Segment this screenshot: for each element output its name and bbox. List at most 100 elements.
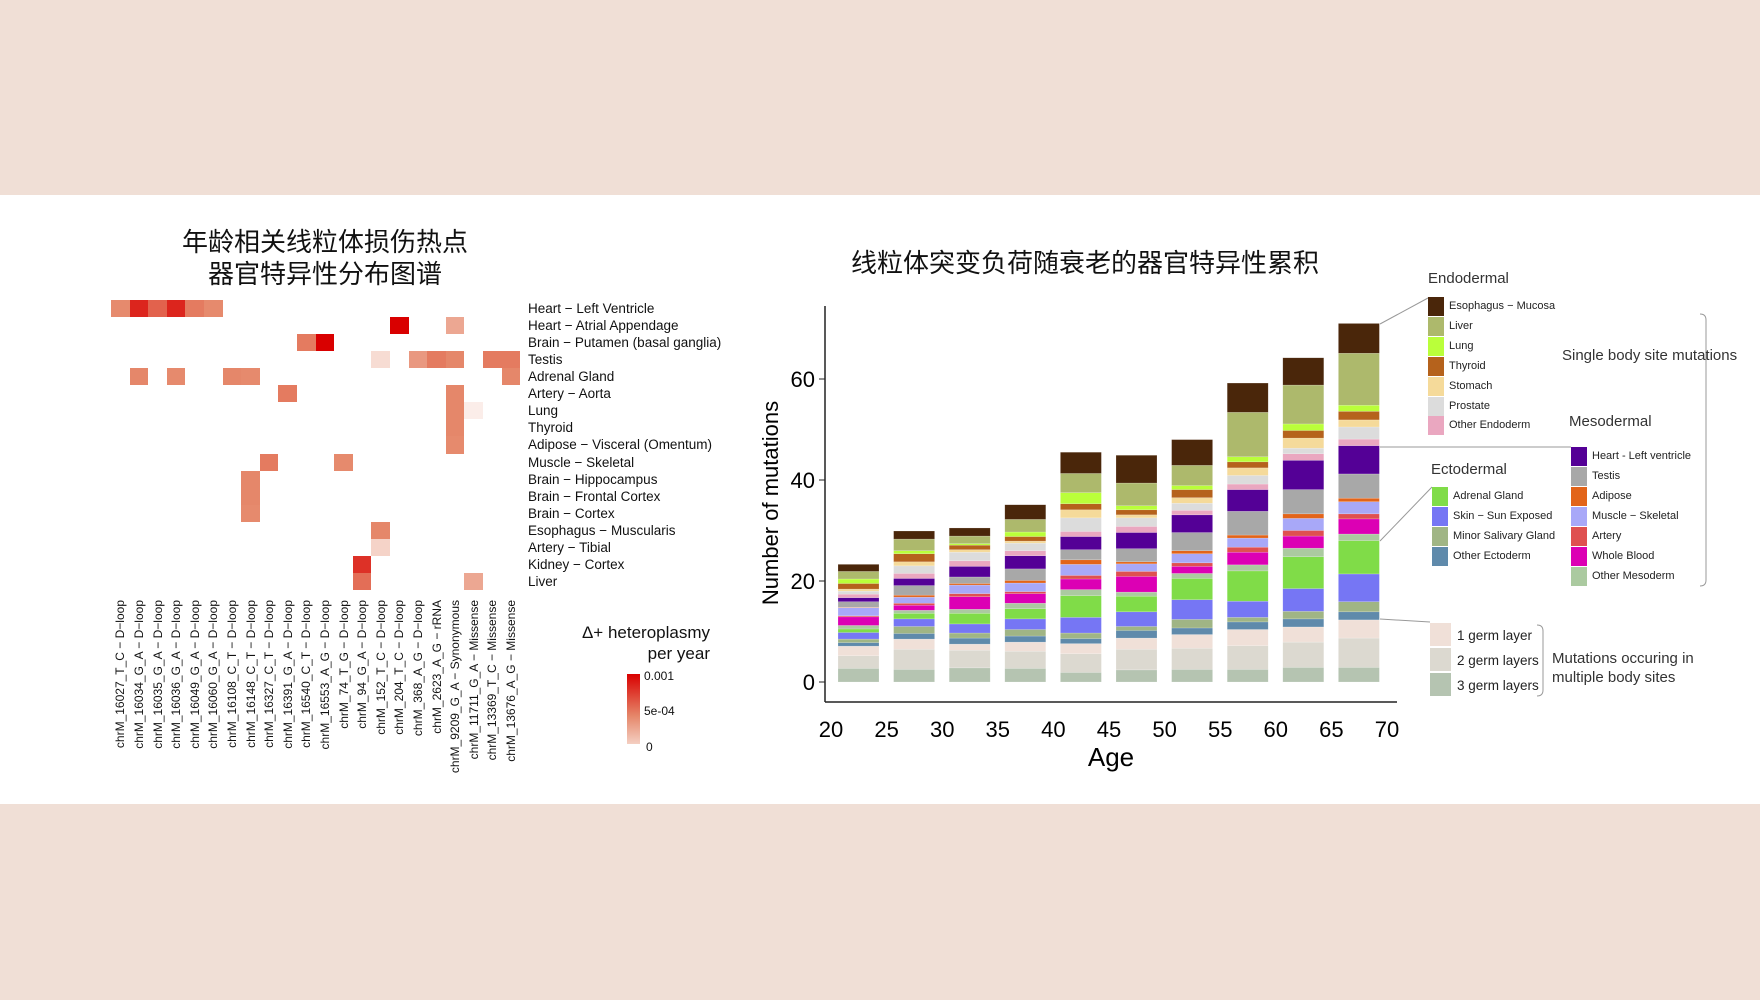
heatmap-cell bbox=[166, 368, 186, 386]
bar-segment bbox=[837, 607, 880, 617]
bar-segment bbox=[837, 593, 880, 598]
bar-segment bbox=[893, 594, 935, 598]
bar-segment bbox=[1282, 547, 1325, 558]
legend-group-title: Endodermal bbox=[1428, 270, 1509, 287]
bar-segment bbox=[1171, 550, 1213, 554]
bar-segment bbox=[1282, 453, 1325, 461]
bar-segment bbox=[1004, 650, 1047, 669]
bar-segment bbox=[1115, 455, 1158, 484]
bar-segment bbox=[837, 564, 880, 572]
x-tick-label: 65 bbox=[1319, 717, 1343, 742]
bar-segment bbox=[1115, 611, 1158, 627]
bar-segment bbox=[837, 668, 880, 683]
bar-segment bbox=[1282, 667, 1325, 683]
y-tick-label: 20 bbox=[791, 569, 815, 594]
legend-item-label: Adipose bbox=[1592, 490, 1632, 502]
colorbar-tick-mid: 5e-04 bbox=[644, 704, 675, 718]
bar-segment bbox=[948, 632, 991, 639]
legend-group-title: Mesodermal bbox=[1569, 413, 1652, 430]
bar-segment bbox=[1004, 536, 1047, 542]
bar-segment bbox=[1004, 555, 1047, 570]
bar-segment bbox=[1282, 489, 1325, 515]
bar-segment bbox=[893, 626, 935, 634]
bar-segment bbox=[948, 527, 991, 537]
x-tick-label: 50 bbox=[1152, 717, 1176, 742]
heatmap-cell bbox=[445, 317, 465, 335]
heatmap-cell bbox=[408, 351, 428, 369]
bar-segment bbox=[1115, 514, 1158, 519]
bar-segment bbox=[1004, 641, 1047, 652]
legend-item-label: Skin − Sun Exposed bbox=[1453, 510, 1553, 522]
legend-swatch bbox=[1428, 316, 1444, 336]
bar-segment bbox=[1282, 513, 1325, 519]
bar-segment bbox=[1060, 638, 1102, 644]
bar-segment bbox=[1060, 451, 1102, 474]
bar-segment bbox=[1282, 423, 1325, 431]
bar-segment bbox=[893, 573, 935, 579]
legend-swatch bbox=[1432, 507, 1448, 526]
heatmap-cell bbox=[111, 300, 130, 318]
bar-segment bbox=[1004, 618, 1047, 630]
bar-segment bbox=[1060, 564, 1102, 576]
bar-segment bbox=[1226, 537, 1269, 548]
bar-segment bbox=[1282, 447, 1325, 454]
y-axis-label: Number of mutations bbox=[758, 401, 783, 605]
bar-segment bbox=[1060, 509, 1102, 519]
bar-segment bbox=[1171, 497, 1213, 504]
legend-item-label: Prostate bbox=[1449, 399, 1490, 412]
bar-segment bbox=[1226, 570, 1269, 602]
bar-segment bbox=[1171, 510, 1213, 516]
bar-segment bbox=[948, 576, 991, 584]
x-tick-label: 70 bbox=[1375, 717, 1399, 742]
heatmap-cell bbox=[390, 317, 409, 335]
bar-segment bbox=[1115, 669, 1158, 683]
bar-segment bbox=[948, 593, 991, 597]
legend-connector-line bbox=[1379, 486, 1433, 542]
heatmap-cell bbox=[445, 351, 465, 369]
bar-segment bbox=[1171, 502, 1213, 511]
x-tick-label: 40 bbox=[1041, 717, 1065, 742]
bar-segment bbox=[1226, 467, 1269, 476]
bar-segment bbox=[1338, 601, 1380, 613]
bar-segment bbox=[1282, 430, 1325, 439]
bar-segment bbox=[1171, 669, 1213, 683]
bar-segment bbox=[837, 616, 880, 626]
bar-segment bbox=[1282, 641, 1325, 668]
bar-segment bbox=[1338, 501, 1380, 515]
heatmap-cell bbox=[352, 555, 372, 573]
heatmap-cell bbox=[148, 300, 167, 318]
bar-segment bbox=[1060, 672, 1102, 683]
bar-segment bbox=[1004, 668, 1047, 683]
bar-segment bbox=[1115, 509, 1158, 516]
heatmap-cell bbox=[464, 572, 483, 590]
bar-segment bbox=[1115, 571, 1158, 577]
bar-segment bbox=[1226, 511, 1269, 536]
bar-segment bbox=[1226, 382, 1269, 413]
bar-segment bbox=[1171, 562, 1213, 567]
bar-segment bbox=[1226, 564, 1269, 572]
bar-segment bbox=[1004, 550, 1047, 557]
heatmap-row-label: Esophagus − Muscularis bbox=[528, 522, 676, 538]
bar-segment bbox=[948, 623, 991, 634]
heatmap-row-label: Artery − Tibial bbox=[528, 539, 611, 555]
bar-segment bbox=[1115, 591, 1158, 597]
bar-segment bbox=[1115, 563, 1158, 572]
bar-segment bbox=[893, 565, 935, 574]
bar-segment bbox=[1226, 461, 1269, 469]
bar-segment bbox=[893, 610, 935, 614]
bar-segment bbox=[1060, 517, 1102, 532]
bar-segment bbox=[893, 596, 935, 604]
bar-segment bbox=[948, 613, 991, 625]
bar-segment bbox=[893, 561, 935, 567]
y-tick-label: 40 bbox=[791, 468, 815, 493]
bar-segment bbox=[1338, 619, 1380, 639]
legend-swatch bbox=[1428, 297, 1444, 316]
bar-segment bbox=[1338, 540, 1380, 575]
bar-segment bbox=[837, 588, 880, 592]
heatmap-cell bbox=[185, 300, 204, 318]
heatmap-row-label: Brain − Putamen (basal ganglia) bbox=[528, 335, 722, 351]
bar-segment bbox=[1115, 532, 1158, 549]
legend-item-label: Esophagus − Mucosa bbox=[1449, 300, 1556, 312]
legend-swatch bbox=[1571, 507, 1587, 526]
bar-segment bbox=[1226, 551, 1269, 566]
